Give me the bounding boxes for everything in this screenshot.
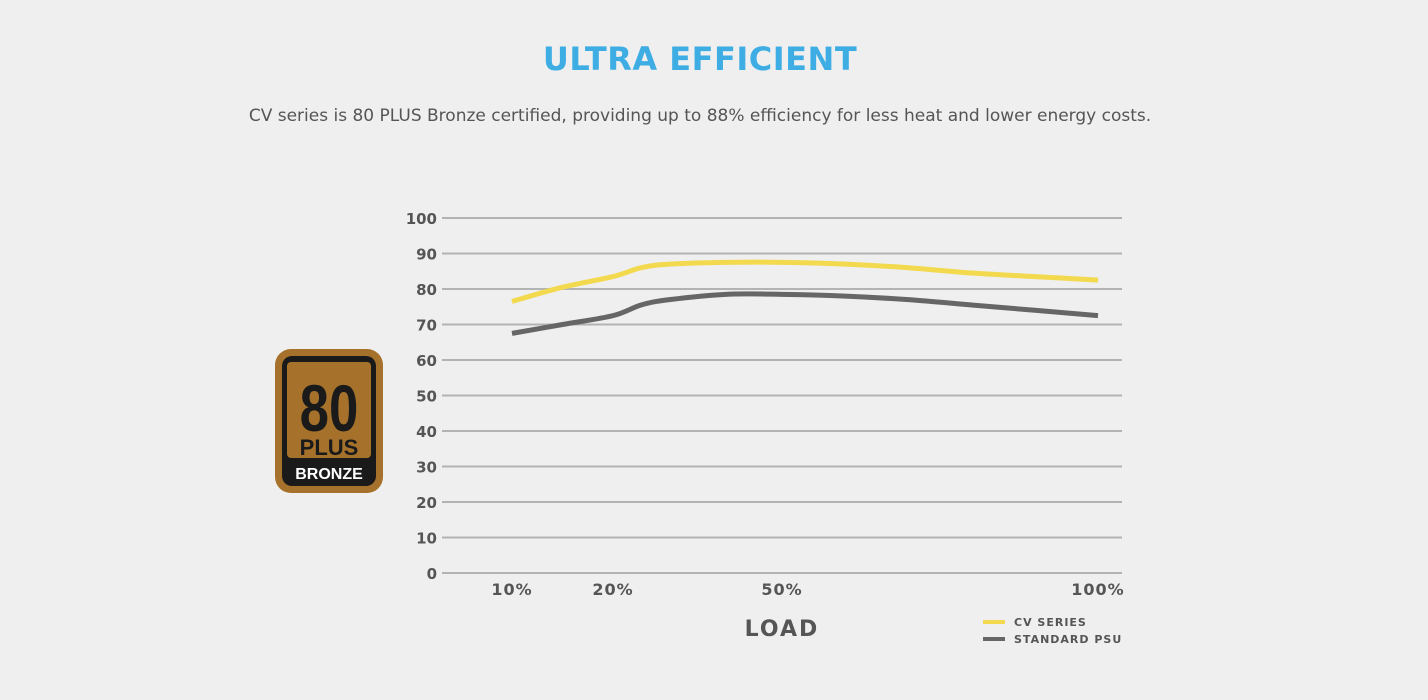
y-tick-label: 100 (406, 210, 437, 228)
legend-label: CV SERIES (1014, 616, 1087, 629)
x-tick-label: 50% (761, 580, 802, 599)
series-line (511, 259, 1099, 304)
y-tick-label: 30 (416, 459, 437, 477)
legend-label: STANDARD PSU (1014, 633, 1122, 646)
x-tick-label: 20% (592, 580, 633, 599)
y-tick-label: 10 (416, 530, 437, 548)
y-tick-label: 60 (416, 352, 437, 370)
page-title: ULTRA EFFICIENT (542, 40, 858, 78)
page-subtitle: CV series is 80 PLUS Bronze certified, p… (248, 106, 1152, 126)
y-tick-label: 80 (416, 281, 437, 299)
x-tick-labels: 10% 20% 50% 100% (491, 580, 1124, 599)
badge-tier: BRONZE (295, 466, 363, 483)
x-axis-label: LOAD (745, 617, 820, 642)
series-line (511, 291, 1099, 336)
y-tick-labels: 0 10 20 30 40 50 60 70 80 90 100 (406, 210, 437, 583)
x-tick-label: 100% (1071, 580, 1124, 599)
series-lines (511, 259, 1099, 336)
x-tick-label: 10% (491, 580, 532, 599)
y-tick-label: 70 (416, 317, 437, 335)
grid-layer (442, 217, 1122, 574)
y-tick-label: 20 (416, 494, 437, 512)
badge-plus: PLUS (300, 435, 359, 460)
y-tick-label: 40 (416, 423, 437, 441)
badge-number: 80 (300, 371, 359, 445)
y-tick-label: 90 (416, 246, 437, 264)
80-plus-bronze-badge: 80 PLUS BRONZE (275, 349, 383, 493)
y-tick-label: 0 (427, 565, 437, 583)
badge-panel (287, 362, 371, 458)
y-tick-label: 50 (416, 388, 437, 406)
legend: CV SERIES STANDARD PSU (983, 616, 1122, 646)
